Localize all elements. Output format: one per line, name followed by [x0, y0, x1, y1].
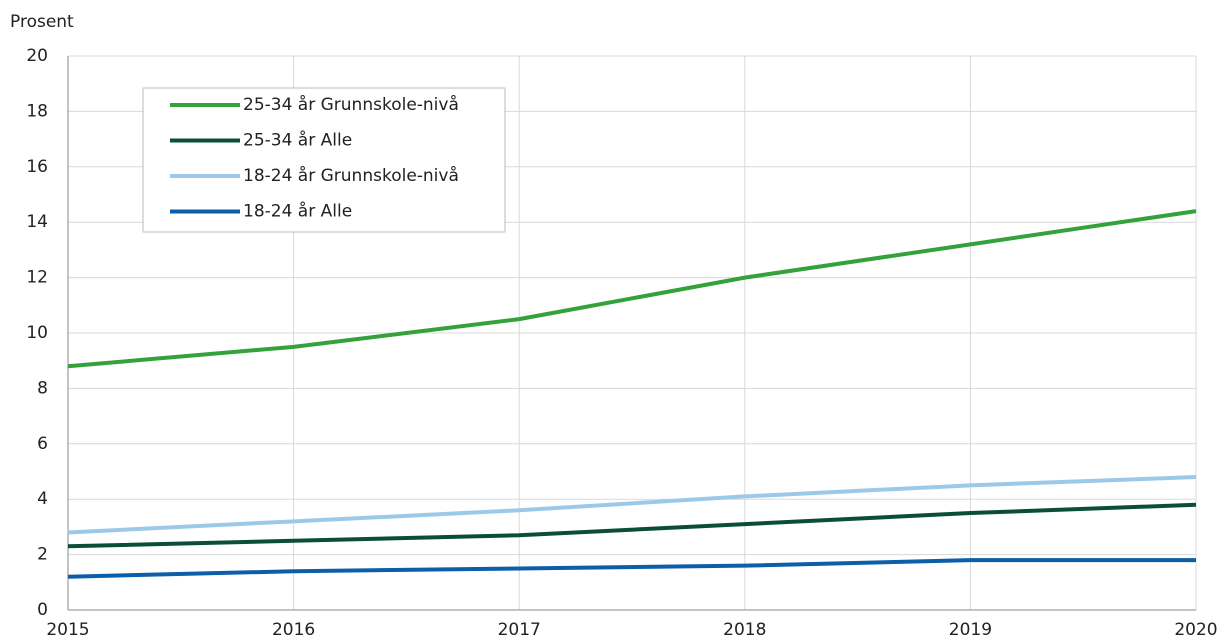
- series-line: [67, 502, 1197, 549]
- x-tick-label: 2020: [1174, 620, 1217, 640]
- y-axis-label: Prosent: [10, 12, 74, 32]
- series-line: [67, 209, 1197, 369]
- x-tick-label: 2017: [498, 620, 541, 640]
- legend: 25-34 år Grunnskole-nivå 25-34 år Alle 18-…: [142, 87, 506, 233]
- legend-box: [142, 87, 506, 233]
- y-tick-label: 0: [37, 600, 48, 620]
- y-tick-label: 8: [37, 378, 48, 398]
- y-tick-label: 16: [26, 157, 48, 177]
- y-tick-label: 2: [37, 545, 48, 565]
- x-tick-label: 2016: [272, 620, 315, 640]
- legend-label: 25-34 år Grunnskole-nivå: [243, 94, 459, 115]
- legend-label: 25-34 år Alle: [243, 130, 352, 151]
- y-tick-label: 14: [26, 212, 48, 232]
- y-tick-label: 18: [26, 101, 48, 121]
- series-line: [67, 558, 1196, 579]
- x-tick-label: 2015: [46, 620, 89, 640]
- series-line: [67, 475, 1197, 535]
- legend-label: 18-24 år Alle: [243, 201, 352, 222]
- y-tick-label: 10: [26, 323, 48, 343]
- y-tick-label: 12: [26, 268, 48, 288]
- x-tick-label: 2019: [949, 620, 992, 640]
- y-tick-label: 20: [26, 46, 48, 66]
- y-tick-label: 6: [37, 434, 48, 454]
- legend-label: 18-24 år Grunnskole-nivå: [243, 165, 459, 186]
- y-tick-label: 4: [37, 489, 48, 509]
- x-tick-label: 2018: [723, 620, 766, 640]
